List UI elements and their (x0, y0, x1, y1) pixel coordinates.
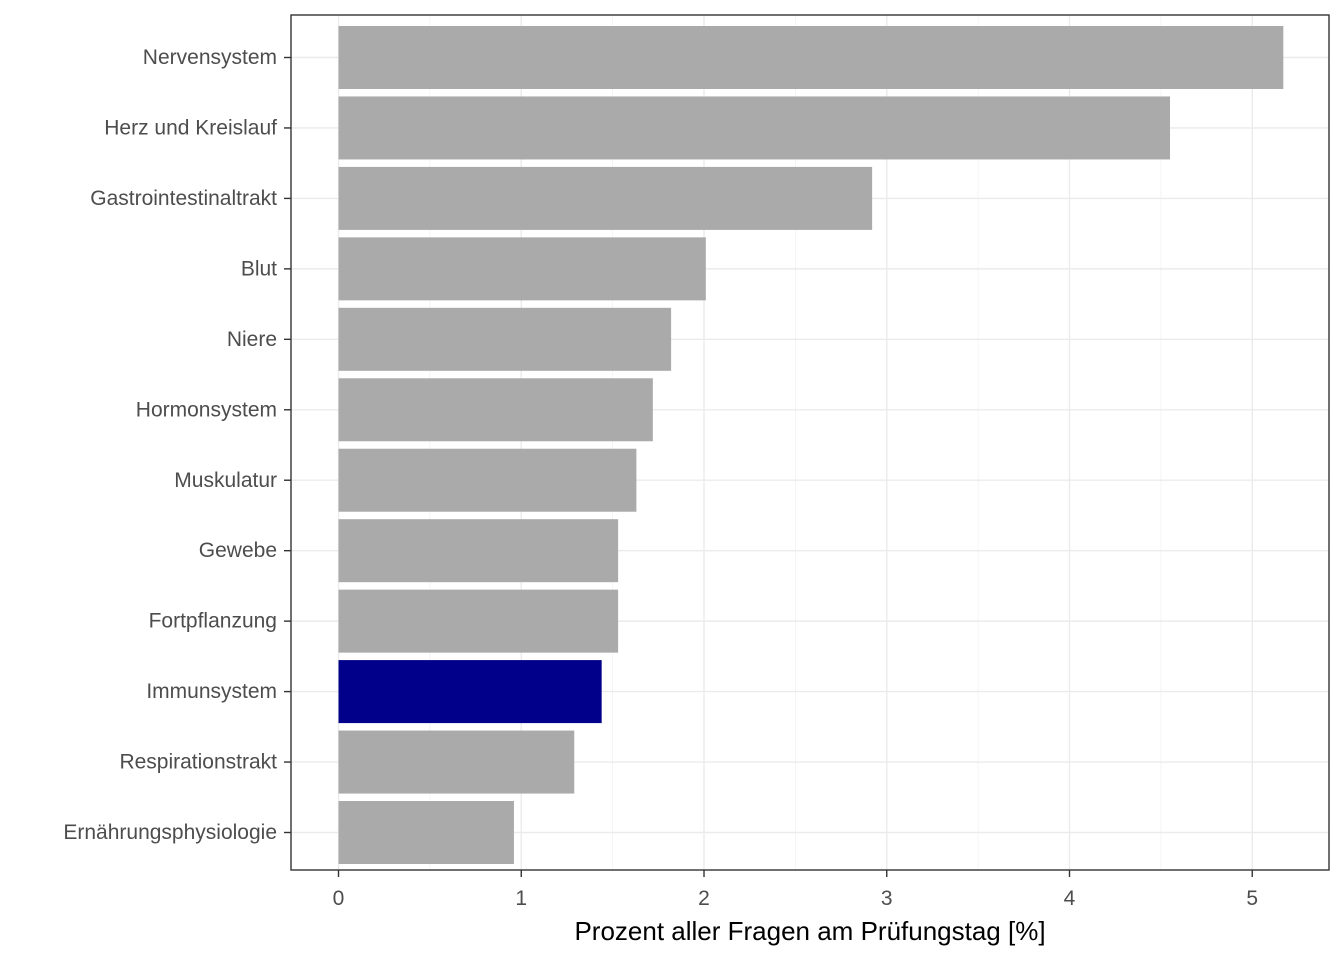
bar-nervensystem (338, 26, 1284, 89)
x-axis: 0 1 2 3 4 5 (333, 870, 1258, 910)
x-axis-title: Prozent aller Fragen am Prüfungstag [%] (574, 916, 1045, 946)
y-tick-label: Nervensystem (143, 46, 277, 69)
y-tick-label: Hormonsystem (136, 398, 277, 421)
x-tick-label: 5 (1246, 887, 1258, 910)
bar-fortpflanzung (338, 589, 619, 653)
x-tick-label: 3 (881, 887, 893, 910)
x-tick-label: 0 (333, 887, 345, 910)
y-tick-label: Niere (227, 328, 277, 351)
bar-blut (338, 237, 706, 301)
y-tick-label: Blut (241, 257, 277, 280)
bar-ernährungsphysiologie (338, 801, 514, 864)
bar-gewebe (338, 519, 619, 583)
y-tick-label: Gastrointestinaltrakt (90, 187, 277, 210)
x-tick-label: 4 (1064, 887, 1076, 910)
y-tick-label: Ernährungsphysiologie (63, 821, 277, 844)
y-tick-label: Fortpflanzung (149, 610, 277, 633)
y-tick-label: Gewebe (199, 539, 277, 562)
bar-muskulatur (338, 448, 637, 512)
y-tick-label: Herz und Kreislauf (104, 117, 277, 140)
bar-immunsystem (338, 660, 602, 724)
bar-gastrointestinaltrakt (338, 166, 873, 230)
x-tick-label: 1 (515, 887, 527, 910)
plot-panel-border (290, 14, 1330, 871)
y-tick-label: Respirationstrakt (119, 751, 277, 774)
bar-respirationstrakt (338, 730, 575, 794)
y-axis: Nervensystem Herz und Kreislauf Gastrointe… (63, 46, 291, 844)
x-tick-label: 2 (698, 887, 710, 910)
bars (338, 26, 1284, 864)
bar-niere (338, 307, 672, 371)
bar-herz-und-kreislauf (338, 96, 1171, 160)
bar-hormonsystem (338, 378, 653, 442)
y-tick-label: Immunsystem (146, 680, 277, 703)
y-tick-label: Muskulatur (174, 469, 277, 492)
